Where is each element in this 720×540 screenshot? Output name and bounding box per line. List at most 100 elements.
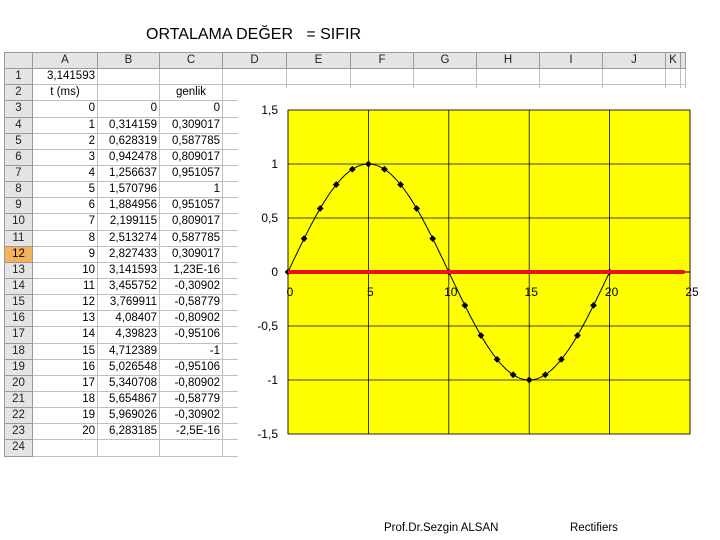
cell-c[interactable]: -2,5E-16 bbox=[159, 423, 223, 441]
cell-empty[interactable] bbox=[665, 68, 681, 86]
data-point-marker[interactable] bbox=[365, 160, 372, 168]
row-header[interactable]: 12 bbox=[4, 245, 33, 263]
cell-c[interactable]: -0,95106 bbox=[159, 326, 223, 344]
row-header[interactable]: 6 bbox=[4, 148, 33, 166]
cell-c[interactable]: 0,951057 bbox=[159, 164, 223, 183]
cell-c[interactable]: -0,58779 bbox=[159, 390, 223, 409]
cell-c[interactable]: -0,30902 bbox=[159, 407, 223, 425]
cell-a[interactable]: 19 bbox=[32, 407, 98, 425]
data-point-marker[interactable] bbox=[429, 235, 437, 243]
data-point-marker[interactable] bbox=[397, 181, 404, 189]
column-header-g[interactable]: G bbox=[413, 51, 477, 70]
cell-a[interactable]: 18 bbox=[32, 390, 98, 409]
data-point-marker[interactable] bbox=[348, 165, 356, 173]
cell-c[interactable]: -0,58779 bbox=[159, 294, 223, 312]
data-point-marker[interactable] bbox=[332, 181, 340, 189]
row-header[interactable]: 18 bbox=[4, 342, 33, 360]
row-header[interactable]: 19 bbox=[4, 358, 33, 376]
cell-a[interactable] bbox=[32, 439, 98, 457]
row-header[interactable]: 20 bbox=[4, 374, 33, 392]
data-point-marker[interactable] bbox=[300, 235, 308, 243]
cell-b[interactable] bbox=[97, 84, 160, 102]
cell-empty[interactable] bbox=[602, 68, 666, 86]
cell-b[interactable]: 3,769911 bbox=[97, 294, 160, 312]
row-header[interactable]: 8 bbox=[4, 181, 33, 199]
cell-a[interactable]: 3,141593 bbox=[32, 68, 98, 86]
data-point-marker[interactable] bbox=[541, 371, 549, 379]
cell-a[interactable]: 15 bbox=[32, 342, 98, 360]
cell-c[interactable]: -0,95106 bbox=[159, 358, 223, 376]
cell-b[interactable]: 0,314159 bbox=[97, 116, 160, 134]
data-point-marker[interactable] bbox=[493, 355, 501, 363]
cell-c[interactable]: genlik bbox=[159, 84, 223, 102]
cell-a[interactable]: 1 bbox=[32, 116, 98, 134]
column-header-d[interactable]: D bbox=[222, 51, 287, 70]
select-all-corner[interactable] bbox=[4, 51, 33, 70]
row-header[interactable]: 23 bbox=[4, 423, 33, 441]
column-header-b[interactable]: B bbox=[97, 51, 160, 70]
cell-b[interactable]: 0 bbox=[97, 100, 160, 118]
cell-b[interactable]: 5,340708 bbox=[97, 374, 160, 392]
cell-c[interactable]: -0,80902 bbox=[159, 374, 223, 392]
cell-b[interactable]: 2,827433 bbox=[97, 245, 160, 263]
cell-c[interactable]: 0,951057 bbox=[159, 197, 223, 215]
data-point-marker[interactable] bbox=[316, 205, 324, 212]
cell-a[interactable]: 17 bbox=[32, 374, 98, 392]
cell-b[interactable]: 0,628319 bbox=[97, 132, 160, 150]
cell-empty[interactable] bbox=[476, 68, 540, 86]
column-header-a[interactable]: A bbox=[32, 51, 98, 70]
cell-b[interactable]: 3,141593 bbox=[97, 261, 160, 279]
row-header[interactable]: 17 bbox=[4, 326, 33, 344]
cell-empty[interactable] bbox=[286, 68, 351, 86]
row-header[interactable]: 7 bbox=[4, 164, 33, 183]
cell-c[interactable]: -0,30902 bbox=[159, 277, 223, 296]
cell-c[interactable]: 1 bbox=[159, 181, 223, 199]
cell-a[interactable]: 9 bbox=[32, 245, 98, 263]
data-point-marker[interactable] bbox=[525, 376, 533, 384]
row-header[interactable]: 14 bbox=[4, 277, 33, 296]
cell-c[interactable]: 0,309017 bbox=[159, 245, 223, 263]
cell-b[interactable]: 5,026548 bbox=[97, 358, 160, 376]
cell-a[interactable]: 10 bbox=[32, 261, 98, 279]
row-header[interactable]: 10 bbox=[4, 213, 33, 231]
cell-c[interactable]: -0,80902 bbox=[159, 310, 223, 328]
row-header[interactable]: 15 bbox=[4, 294, 33, 312]
data-point-marker[interactable] bbox=[557, 355, 565, 363]
cell-a[interactable]: t (ms) bbox=[32, 84, 98, 102]
cell-b[interactable]: 4,08407 bbox=[97, 310, 160, 328]
column-header-c[interactable]: C bbox=[159, 51, 223, 70]
cell-b[interactable]: 3,455752 bbox=[97, 277, 160, 296]
cell-a[interactable]: 16 bbox=[32, 358, 98, 376]
row-header[interactable]: 24 bbox=[4, 439, 33, 457]
cell-c[interactable]: -1 bbox=[159, 342, 223, 360]
cell-c[interactable]: 1,23E-16 bbox=[159, 261, 223, 279]
row-header[interactable]: 9 bbox=[4, 197, 33, 215]
cell-c[interactable] bbox=[159, 439, 223, 457]
cell-b[interactable]: 5,654867 bbox=[97, 390, 160, 409]
cell-c[interactable]: 0,809017 bbox=[159, 213, 223, 231]
row-header[interactable]: 21 bbox=[4, 390, 33, 409]
row-header[interactable]: 22 bbox=[4, 407, 33, 425]
cell-a[interactable]: 11 bbox=[32, 277, 98, 296]
cell-b[interactable]: 1,256637 bbox=[97, 164, 160, 183]
row-header[interactable]: 3 bbox=[4, 100, 33, 118]
column-header-j[interactable]: J bbox=[602, 51, 666, 70]
column-header-i[interactable]: I bbox=[539, 51, 603, 70]
cell-b[interactable]: 0,942478 bbox=[97, 148, 160, 166]
cell-b[interactable]: 6,283185 bbox=[97, 423, 160, 441]
cell-a[interactable]: 0 bbox=[32, 100, 98, 118]
cell-a[interactable]: 20 bbox=[32, 423, 98, 441]
cell-b[interactable] bbox=[97, 439, 160, 457]
cell-a[interactable]: 3 bbox=[32, 148, 98, 166]
row-header[interactable]: 2 bbox=[4, 84, 33, 102]
row-header[interactable]: 5 bbox=[4, 132, 33, 150]
cell-c[interactable] bbox=[159, 68, 223, 86]
cell-a[interactable]: 7 bbox=[32, 213, 98, 231]
data-point-marker[interactable] bbox=[477, 332, 485, 339]
sine-chart[interactable]: 0 5 10 15 20 25 1,5 1 0,5 0 -0,5 -1 -1,5 bbox=[238, 88, 698, 508]
cell-b[interactable]: 2,513274 bbox=[97, 229, 160, 247]
cell-empty[interactable] bbox=[413, 68, 477, 86]
row-header[interactable]: 11 bbox=[4, 229, 33, 247]
cell-b[interactable]: 1,884956 bbox=[97, 197, 160, 215]
cell-a[interactable]: 13 bbox=[32, 310, 98, 328]
